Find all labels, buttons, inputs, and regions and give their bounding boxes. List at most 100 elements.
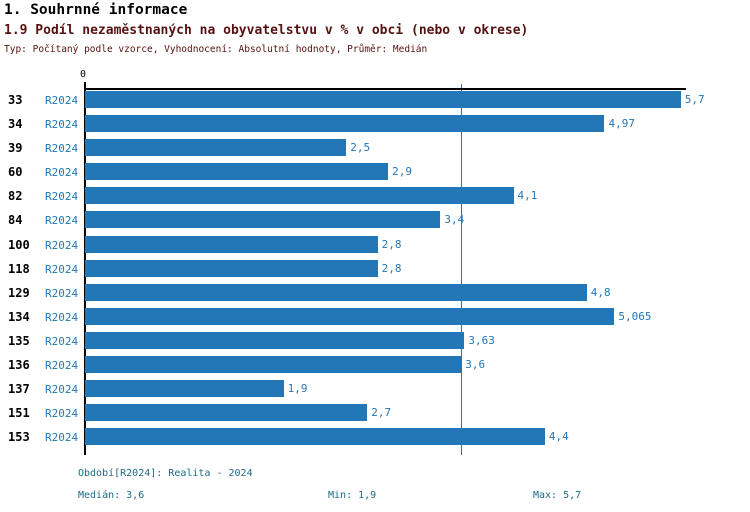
row-category-label: 100 (8, 237, 30, 252)
chart-row: 39 R2024 2,5 (0, 137, 750, 161)
bar (85, 283, 587, 301)
row-series-label: R2024 (45, 286, 79, 300)
chart-row: 82 R2024 4,1 (0, 185, 750, 209)
row-series-label: R2024 (45, 190, 79, 204)
row-category-label: 82 (8, 189, 23, 204)
row-category-label: 136 (8, 358, 30, 373)
bar-value-label: 4,8 (590, 285, 611, 299)
bar-track: 2,7 (85, 404, 750, 422)
bar-value-label: 2,7 (371, 406, 392, 420)
bar-value-label: 5,065 (618, 309, 652, 323)
bar (85, 187, 514, 205)
bar-track: 4,97 (85, 115, 750, 133)
row-series-label: R2024 (45, 431, 79, 445)
bar-track: 4,1 (85, 187, 750, 205)
bar (85, 211, 441, 229)
x-axis-line (85, 88, 686, 90)
bar-value-label: 2,5 (350, 141, 371, 155)
chart-meta-line: Typ: Počítaný podle vzorce, Vyhodnocení:… (4, 44, 428, 55)
row-series-label: R2024 (45, 238, 79, 252)
row-category-label: 153 (8, 430, 30, 445)
row-series-label: R2024 (45, 214, 79, 228)
bar-track: 4,4 (85, 428, 750, 446)
bar (85, 139, 347, 157)
chart-row: 129 R2024 4,8 (0, 282, 750, 306)
bar-track: 5,065 (85, 307, 750, 325)
bar-track: 2,8 (85, 259, 750, 277)
row-series-label: R2024 (45, 166, 79, 180)
bar-value-label: 4,1 (517, 189, 538, 203)
row-category-label: 151 (8, 406, 30, 421)
bar (85, 428, 545, 446)
row-series-label: R2024 (45, 334, 79, 348)
row-category-label: 129 (8, 285, 30, 300)
x-axis-zero-tick-label: 0 (80, 69, 87, 80)
row-series-label: R2024 (45, 94, 79, 107)
bar (85, 356, 462, 374)
row-category-label: 39 (8, 141, 23, 156)
bar-value-label: 2,9 (392, 165, 412, 179)
row-series-label: R2024 (45, 142, 79, 156)
chart-row: 100 R2024 2,8 (0, 234, 750, 258)
row-series-label: R2024 (45, 118, 79, 132)
bar-value-label: 4,4 (548, 430, 569, 444)
chart-row: 118 R2024 2,8 (0, 258, 750, 282)
bar-track: 5,7 (85, 91, 750, 108)
bar-value-label: 4,97 (608, 117, 635, 131)
row-category-label: 118 (8, 261, 30, 276)
bar-track: 3,4 (85, 211, 750, 229)
page-title: 1. Souhrnné informace (4, 2, 188, 18)
bar (85, 115, 605, 133)
bar (85, 235, 378, 253)
chart-row: 33 R2024 5,7 (0, 89, 750, 113)
row-series-label: R2024 (45, 262, 79, 276)
footer-period-label: Období[R2024]: Realita - 2024 (78, 468, 253, 479)
bar-value-label: 3,6 (465, 358, 486, 372)
bar-value-label: 2,8 (381, 237, 402, 251)
chart-row: 151 R2024 2,7 (0, 402, 750, 426)
row-category-label: 60 (8, 165, 23, 180)
chart-row: 135 R2024 3,63 (0, 330, 750, 354)
bar-track: 2,9 (85, 163, 750, 181)
bar (85, 380, 284, 398)
bar (85, 259, 378, 277)
bar-track: 2,8 (85, 235, 750, 253)
bar-value-label: 5,7 (684, 93, 705, 106)
chart-row: 153 R2024 4,4 (0, 426, 750, 450)
bar-value-label: 2,8 (381, 261, 402, 275)
row-category-label: 134 (8, 309, 30, 324)
chart-title: 1.9 Podíl nezaměstnaných na obyvatelstvu… (4, 23, 529, 38)
row-series-label: R2024 (45, 359, 79, 373)
row-category-label: 84 (8, 213, 23, 228)
chart-row: 60 R2024 2,9 (0, 161, 750, 185)
bar-track: 3,63 (85, 331, 750, 349)
chart-row: 34 R2024 4,97 (0, 113, 750, 137)
median-reference-line (461, 84, 462, 455)
bar (85, 91, 681, 108)
bar-value-label: 3,63 (468, 333, 495, 347)
row-series-label: R2024 (45, 383, 79, 397)
chart-row: 84 R2024 3,4 (0, 209, 750, 233)
bar (85, 331, 465, 349)
chart-row: 134 R2024 5,065 (0, 306, 750, 330)
footer-max-label: Max: 5,7 (533, 490, 582, 501)
footer-min-label: Min: 1,9 (328, 490, 377, 501)
bar-value-label: 1,9 (287, 382, 308, 396)
chart-row: 136 R2024 3,6 (0, 354, 750, 378)
row-series-label: R2024 (45, 310, 79, 324)
row-category-label: 137 (8, 382, 30, 397)
footer-median-label: Medián: 3,6 (78, 490, 145, 501)
row-category-label: 34 (8, 117, 23, 132)
row-category-label: 135 (8, 333, 30, 348)
bar (85, 307, 615, 325)
row-series-label: R2024 (45, 407, 79, 421)
bar (85, 404, 368, 422)
bar (85, 163, 389, 181)
bar-track: 2,5 (85, 139, 750, 157)
chart-rows: 33 R2024 5,7 34 R2024 4,97 39 R2024 2,5 60 R2024 2,… (0, 89, 750, 450)
chart-row: 137 R2024 1,9 (0, 378, 750, 402)
row-category-label: 33 (8, 93, 23, 107)
bar-track: 4,8 (85, 283, 750, 301)
bar-value-label: 3,4 (444, 213, 465, 227)
bar-track: 3,6 (85, 356, 750, 374)
